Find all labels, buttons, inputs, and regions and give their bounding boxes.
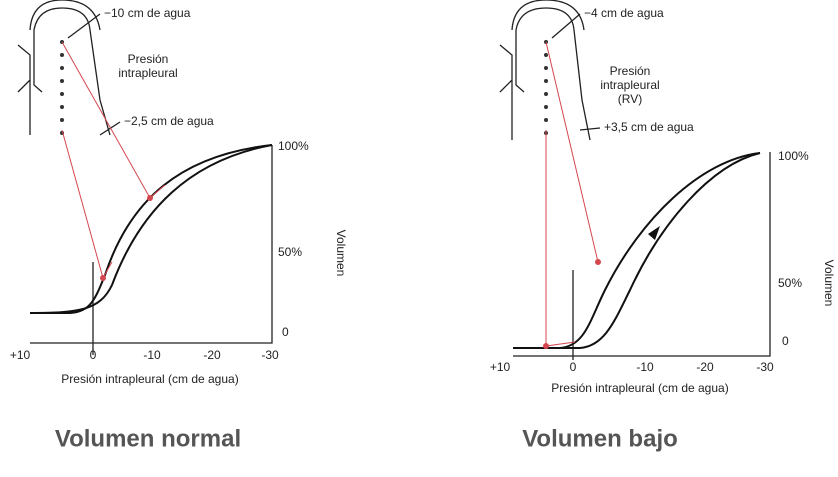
y-label: Volumen bbox=[822, 260, 836, 307]
point bbox=[100, 275, 106, 281]
label: intrapleural bbox=[600, 78, 659, 92]
caption: Volumen normal bbox=[55, 425, 241, 452]
label: −10 cm de agua bbox=[104, 6, 191, 20]
lung-sketch bbox=[499, 0, 601, 141]
y-tick: 100% bbox=[278, 139, 309, 153]
point bbox=[147, 195, 153, 201]
x-tick: -20 bbox=[696, 360, 714, 374]
curve bbox=[513, 152, 761, 349]
x-tick: -20 bbox=[203, 348, 221, 362]
pleural-dots bbox=[60, 40, 64, 135]
y-tick: 50% bbox=[278, 245, 302, 259]
label: Presión bbox=[610, 64, 651, 78]
axes bbox=[30, 145, 273, 355]
label: Presión bbox=[128, 52, 169, 66]
x-tick: 0 bbox=[570, 360, 577, 374]
pointer bbox=[545, 41, 599, 347]
y-tick: 100% bbox=[778, 149, 809, 163]
x-tick: -10 bbox=[636, 360, 654, 374]
arrow bbox=[648, 226, 660, 240]
x-tick: +10 bbox=[490, 360, 511, 374]
x-tick: -10 bbox=[143, 348, 161, 362]
x-tick: -30 bbox=[261, 348, 279, 362]
label: intrapleural bbox=[118, 66, 177, 80]
label: (RV) bbox=[618, 92, 642, 106]
y-tick: 50% bbox=[778, 276, 802, 290]
y-tick: 0 bbox=[282, 325, 289, 339]
point bbox=[543, 343, 549, 349]
y-tick: 0 bbox=[782, 334, 789, 348]
x-tick: -30 bbox=[756, 360, 774, 374]
axes bbox=[513, 152, 771, 360]
y-label: Volumen bbox=[334, 230, 348, 277]
label: −2,5 cm de agua bbox=[124, 114, 214, 128]
lung-sketch bbox=[17, 0, 121, 136]
caption: Volumen bajo bbox=[522, 425, 678, 452]
x-tick: +10 bbox=[10, 348, 31, 362]
curve bbox=[29, 144, 273, 314]
curve bbox=[30, 144, 273, 314]
x-label: Presión intrapleural (cm de agua) bbox=[61, 372, 238, 386]
label: +3,5 cm de agua bbox=[604, 120, 694, 134]
pointer bbox=[61, 41, 166, 279]
point bbox=[595, 259, 601, 265]
curve bbox=[513, 152, 761, 349]
label: −4 cm de agua bbox=[584, 6, 664, 20]
x-label: Presión intrapleural (cm de agua) bbox=[551, 381, 728, 395]
pleural-dots bbox=[544, 40, 548, 135]
x-tick: 0 bbox=[90, 348, 97, 362]
